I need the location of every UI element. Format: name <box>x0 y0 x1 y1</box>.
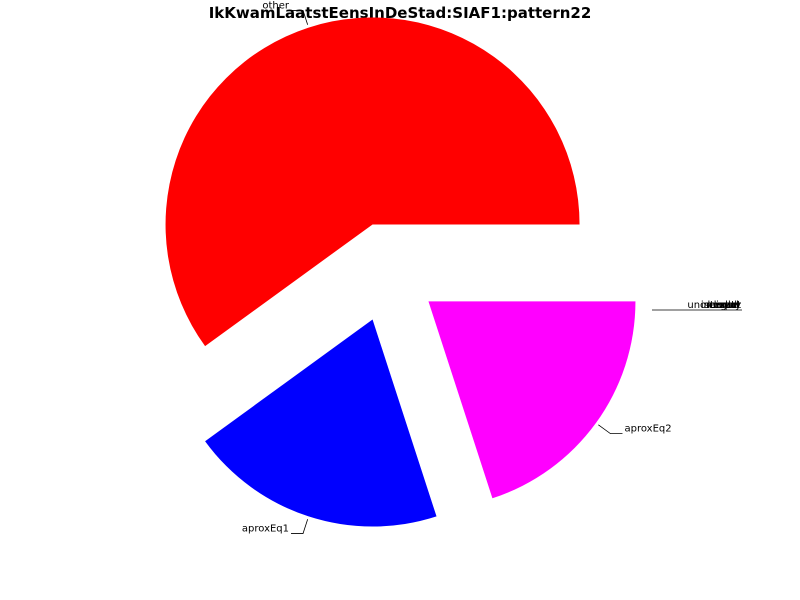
slice-label-other: other <box>262 0 290 11</box>
chart-title: IkKwamLaatstEensInDeStad:SIAF1:pattern22 <box>209 4 592 22</box>
slice-label-unordered: unordered <box>687 300 739 311</box>
labels-layer: other aproxEq1 aproxEq2 exactintervallarger… <box>242 0 742 535</box>
slices-layer <box>165 17 636 527</box>
slice-label-exact: exact <box>714 300 742 311</box>
pie-slice-other <box>165 17 580 347</box>
leader-line-aproxEq2 <box>598 424 623 435</box>
slice-label-larger: larger <box>708 300 738 311</box>
slice-label-aproxEq2: aproxEq2 <box>624 424 671 435</box>
slice-label-smaller: smaller <box>704 300 742 311</box>
leader-line-aproxEq1 <box>291 519 309 534</box>
slice-label-interval: interval <box>701 300 739 311</box>
pie-slice-aproxEq1 <box>205 319 437 527</box>
slice-label-aproxEq1: aproxEq1 <box>242 524 289 535</box>
slice-label-empty: empty <box>709 300 741 311</box>
pie-slice-aproxEq2 <box>428 301 636 499</box>
slice-label-mixed: mixed <box>706 300 737 311</box>
leader-line-other <box>291 10 309 25</box>
